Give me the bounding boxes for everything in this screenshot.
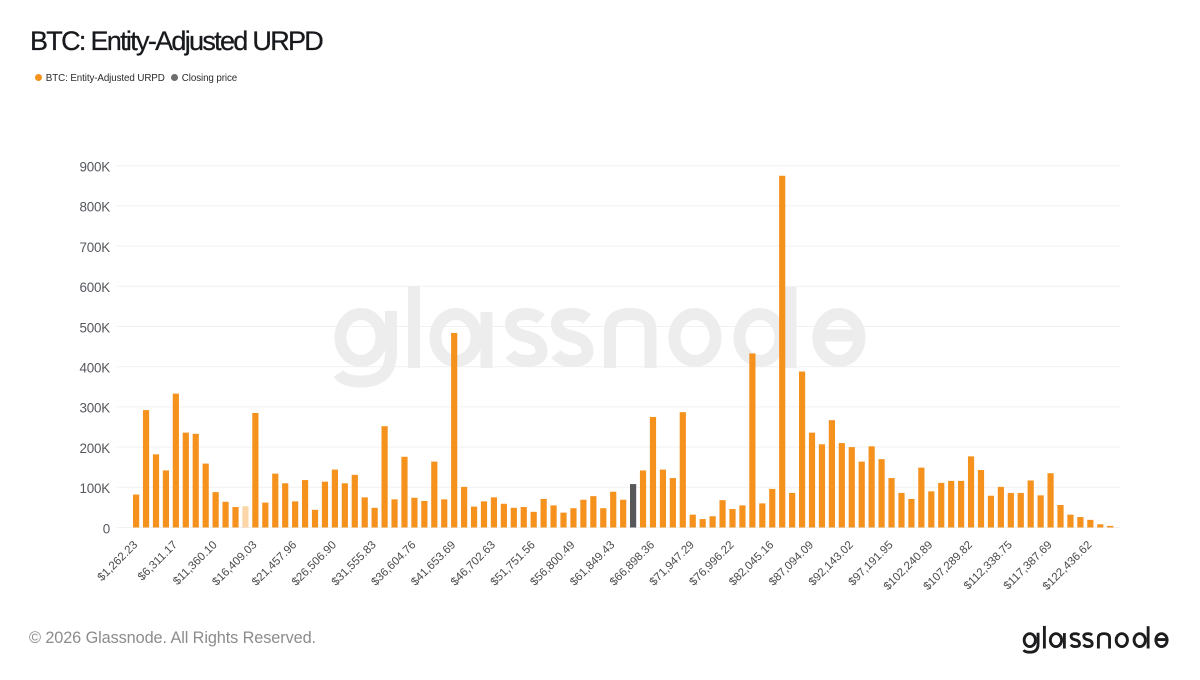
svg-text:700K: 700K: [80, 240, 111, 255]
svg-text:500K: 500K: [80, 320, 111, 335]
svg-text:$1,262.23: $1,262.23: [96, 539, 141, 584]
svg-text:100K: 100K: [80, 481, 111, 496]
svg-text:900K: 900K: [80, 160, 111, 175]
svg-text:0: 0: [103, 521, 110, 536]
svg-text:400K: 400K: [80, 361, 111, 376]
svg-text:800K: 800K: [80, 200, 111, 215]
svg-text:200K: 200K: [80, 441, 111, 456]
svg-text:300K: 300K: [80, 401, 111, 416]
svg-text:600K: 600K: [80, 280, 111, 295]
